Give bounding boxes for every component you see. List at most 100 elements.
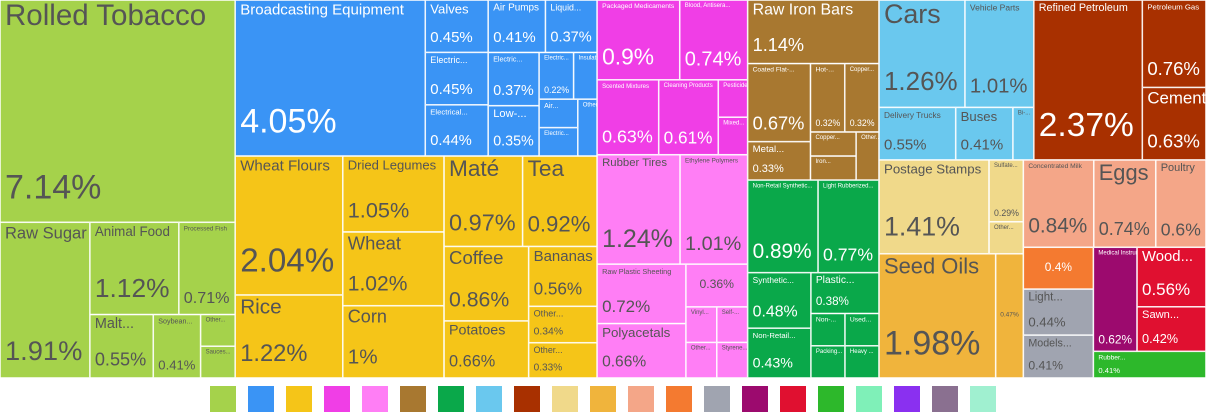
cell-label: Raw Sugar: [5, 223, 87, 242]
cell: Other...: [989, 221, 1024, 254]
cell: Delivery Trucks 0.55%: [878, 107, 956, 160]
cell-value: 0.33%: [753, 163, 784, 175]
legend-swatch: [894, 386, 920, 412]
cell-rect: [488, 0, 546, 53]
cell: Wheat Flours 2.04%: [235, 156, 343, 295]
cell-rect: [0, 0, 236, 223]
cell-label: Wheat Flours: [240, 157, 330, 174]
cell: Wood... 0.56%: [1137, 247, 1206, 307]
cell-rect: [342, 231, 445, 306]
cell-label: Other...: [534, 309, 564, 319]
cell: Used...: [844, 313, 879, 346]
cell-label: Blood, Antisera...: [685, 3, 731, 9]
cell-rect: [425, 0, 489, 53]
cell-label: Electric...: [544, 56, 569, 62]
cell: Blood, Antisera... 0.74%: [679, 0, 748, 80]
cell-value: 0.37%: [550, 30, 591, 46]
cell-rect: [178, 222, 236, 315]
cell-rect: [810, 272, 879, 314]
cell-value: 2.04%: [240, 243, 334, 280]
cell-rect: [1033, 0, 1143, 160]
cell-value: 0.37%: [493, 83, 534, 99]
cell-rect: [1093, 351, 1206, 378]
cell: Electric... 0.37%: [488, 52, 540, 106]
cell-label: Malt...: [95, 316, 134, 332]
cell-rect: [747, 272, 811, 329]
cell-value: 1.24%: [602, 225, 673, 253]
cell-label: Refined Petroleum: [1039, 2, 1128, 14]
cell-rect: [955, 107, 1013, 160]
cell: Malt... 0.55%: [89, 314, 154, 379]
cell-label: Scented Mixtures: [602, 83, 649, 90]
cell: Postage Stamps 1.41%: [878, 159, 990, 254]
cell: Metal... 0.33%: [747, 141, 811, 181]
cell-label: Poultry: [1161, 162, 1196, 174]
cell-value: 0.35%: [493, 134, 534, 150]
cell-label: Cleaning Products: [664, 83, 713, 89]
cell-value: 0.41%: [1028, 359, 1063, 373]
legend-swatch: [514, 386, 540, 412]
cell-label: Coffee: [449, 247, 503, 268]
cell-value: 0.4%: [1045, 260, 1073, 274]
legend-swatch: [818, 386, 844, 412]
cell: Coffee 0.86%: [444, 246, 529, 321]
legend-swatch: [970, 386, 996, 412]
cell-rect: [153, 314, 201, 379]
legend-swatch: [552, 386, 578, 412]
cell: Non-...: [810, 313, 845, 346]
cell-label: Potatoes: [449, 322, 505, 338]
cell-value: 0.47%: [1000, 312, 1019, 319]
cell-rect: [444, 320, 529, 378]
cell: Other... 0.34%: [528, 306, 598, 343]
cell: Processed Fish 0.71%: [178, 222, 236, 315]
cell: Raw Sugar 1.91%: [0, 222, 90, 378]
cell-value: 0.41%: [961, 136, 1004, 153]
cell-label: Copper...: [850, 67, 875, 73]
cell-label: Dried Legumes: [348, 158, 437, 173]
cell: Air Pumps 0.41%: [488, 0, 546, 53]
cell: 0.4%: [1023, 247, 1094, 290]
cell-value: 0.89%: [753, 240, 812, 263]
cell: 0.47%: [995, 253, 1024, 378]
cell-rect: [425, 104, 489, 157]
cell-value: 1.12%: [95, 273, 170, 303]
cell: Concentrated Milk 0.84%: [1023, 159, 1094, 248]
cell-label: Vinyl...: [691, 310, 709, 316]
legend-swatch: [248, 386, 274, 412]
cell: Models... 0.41%: [1023, 335, 1094, 379]
cell-rect: [545, 0, 598, 53]
cell-rect: [1137, 306, 1206, 352]
cell-value: 0.45%: [430, 29, 472, 46]
cell-rect: [747, 180, 819, 273]
cell-label: Ethylene Polymers: [685, 158, 738, 165]
cell-label: Other...: [583, 102, 603, 108]
cell-label: Iron...: [815, 159, 831, 165]
cell-value: 0.56%: [1142, 280, 1190, 299]
cell-rect: [685, 264, 748, 307]
cell-label: Tea: [528, 156, 565, 181]
cell-label: Synthetic...: [753, 275, 794, 285]
cell: Sawn... 0.42%: [1137, 306, 1206, 352]
cell-label: Sulfate...: [994, 163, 1018, 169]
cell: Other... 0.33%: [528, 342, 598, 378]
cell: Maté 0.97%: [444, 156, 523, 247]
cell: Coated Flat-... 0.67%: [747, 63, 811, 142]
cell-rect: [539, 52, 574, 100]
cell-value: 0.32%: [850, 118, 875, 128]
cell-rect: [995, 253, 1024, 378]
cell: Tea 0.92%: [522, 156, 598, 247]
cell-label: Eggs: [1099, 160, 1149, 185]
cell-label: Medical Instruments: [1098, 250, 1152, 256]
cell: Electrical... 0.44%: [425, 104, 489, 157]
cell: Corn 1%: [342, 305, 445, 379]
cell-value: 0.67%: [753, 113, 805, 134]
cell-label: Other...: [994, 225, 1014, 231]
cell-value: 0.97%: [449, 209, 516, 235]
cell-rect: [89, 314, 154, 379]
cell-rect: [597, 264, 686, 324]
cell-value: 0.45%: [430, 81, 472, 98]
cell: Low-... 0.35%: [488, 105, 540, 157]
cell-rect: [235, 294, 343, 379]
cell-label: Petroleum Gas: [1147, 3, 1199, 12]
